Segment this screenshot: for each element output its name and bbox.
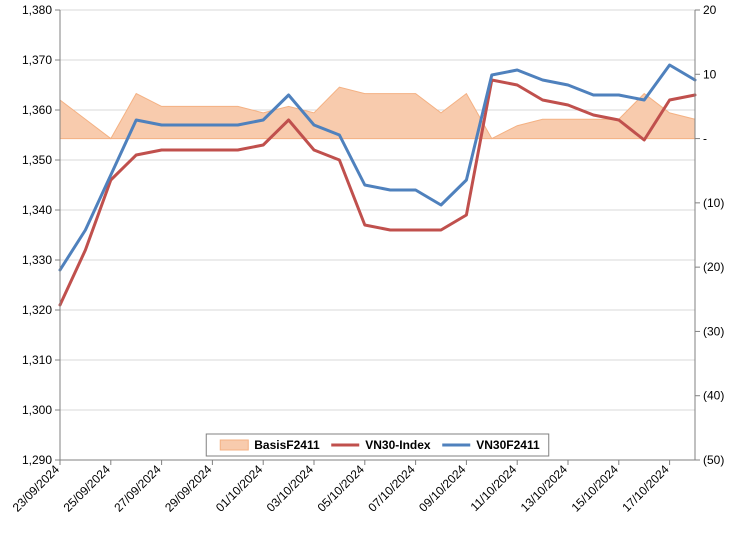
ylabel-left: 1,290: [22, 453, 52, 467]
xlabel: 01/10/2024: [213, 462, 266, 515]
xlabel: 15/10/2024: [569, 462, 622, 515]
ylabel-right: (30): [703, 324, 724, 338]
chart-svg: 1,290 1,300 1,310 1,320 1,330 1,340 1,350 1,360…: [0, 0, 731, 533]
legend-swatch-area: [220, 440, 248, 450]
xlabel: 09/10/2024: [416, 462, 469, 515]
xlabel: 25/09/2024: [61, 462, 114, 515]
xlabel: 27/09/2024: [111, 462, 164, 515]
ylabel-right: (20): [703, 260, 724, 274]
legend-label: BasisF2411: [254, 438, 320, 452]
ylabel-right: -: [703, 132, 707, 146]
xlabel: 17/10/2024: [619, 462, 672, 515]
ylabel-left: 1,350: [22, 153, 52, 167]
ylabel-left: 1,310: [22, 353, 52, 367]
ylabel-left: 1,300: [22, 403, 52, 417]
ylabel-left: 1,360: [22, 103, 52, 117]
ylabel-right: (50): [703, 453, 724, 467]
legend-label: VN30F2411: [476, 438, 540, 452]
chart-container: 1,290 1,300 1,310 1,320 1,330 1,340 1,350 1,360…: [0, 0, 731, 533]
ylabel-right: 10: [703, 67, 717, 81]
legend-label: VN30-Index: [365, 438, 431, 452]
ylabel-right: (10): [703, 196, 724, 210]
xlabel: 23/09/2024: [10, 462, 63, 515]
ylabel-right: (40): [703, 389, 724, 403]
xlabel: 11/10/2024: [468, 462, 520, 514]
xlabel: 07/10/2024: [365, 462, 418, 515]
ylabel-left: 1,320: [22, 303, 52, 317]
xlabel: 03/10/2024: [264, 462, 317, 515]
xlabel: 13/10/2024: [518, 462, 571, 515]
ylabel-left: 1,380: [22, 3, 52, 17]
ylabel-left: 1,340: [22, 203, 52, 217]
ylabel-left: 1,330: [22, 253, 52, 267]
xlabel: 05/10/2024: [315, 462, 368, 515]
ylabel-left: 1,370: [22, 53, 52, 67]
xlabel: 29/09/2024: [162, 462, 215, 515]
ylabel-right: 20: [703, 3, 717, 17]
